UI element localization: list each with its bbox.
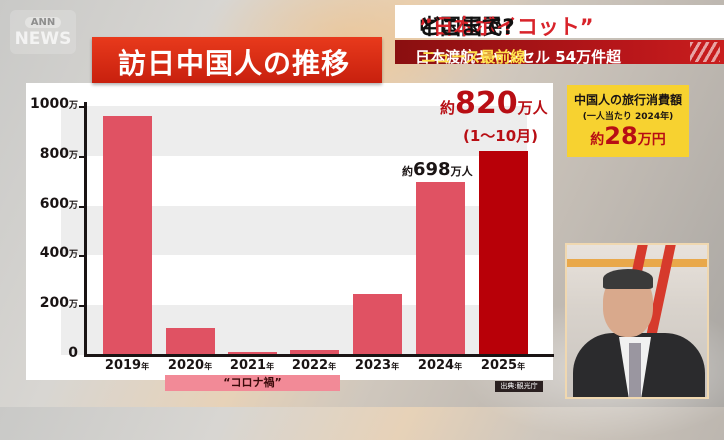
- bar-2022: [290, 350, 339, 355]
- commentator-tie: [629, 343, 641, 397]
- program-name: ニュース最前線: [421, 48, 526, 66]
- corona-period-label: “コロナ禍”: [165, 375, 340, 391]
- headline-prefix: 中国国民: [419, 15, 503, 39]
- y-tick: [79, 206, 87, 208]
- x-label: 2019年: [104, 358, 150, 373]
- bar-2025: [479, 151, 528, 355]
- y-tick-label: 0: [68, 345, 78, 361]
- y-tick: [79, 255, 87, 257]
- bar-2024: [416, 182, 465, 355]
- logo-news: NEWS: [14, 29, 72, 49]
- y-tick-label: 600万: [39, 196, 78, 212]
- ann-news-logo: ANN NEWS: [10, 10, 76, 54]
- annotation-2024: 約698万人: [402, 159, 473, 180]
- y-tick: [79, 305, 87, 307]
- info-box-spending: 中国人の旅行消費額 (一人当たり 2024年) 約28万円: [567, 85, 689, 157]
- subline-banner: 日本渡航キャンセル 54万件超 ニュース最前線: [395, 40, 724, 66]
- x-label: 2024年: [417, 358, 463, 373]
- headline-banner: 中国国民 ”日本ボイコット” どこまで?: [395, 5, 724, 39]
- source-label: 出典:観光庁: [495, 381, 543, 392]
- x-label: 2023年: [354, 358, 400, 373]
- x-label: 2022年: [291, 358, 337, 373]
- headline-suffix: どこまで?: [419, 15, 515, 39]
- y-tick-label: 800万: [39, 146, 78, 162]
- annotation-2025: 約820万人: [440, 86, 548, 121]
- y-tick-label: 400万: [39, 245, 78, 261]
- commentator-hair: [603, 269, 653, 289]
- x-label: 2025年: [480, 358, 526, 373]
- subline-main: 日本渡航キャンセル 54万件超: [415, 48, 622, 66]
- decorative-stripes: [690, 42, 720, 62]
- y-tick: [79, 156, 87, 158]
- commentator-video-inset: [565, 243, 709, 399]
- y-tick-label: 1000万: [30, 96, 78, 112]
- bar-2020: [166, 328, 215, 355]
- headline-highlight: ”日本ボイコット”: [419, 15, 594, 39]
- y-tick: [79, 106, 87, 108]
- x-axis-line: [84, 354, 554, 357]
- bar-2023: [353, 294, 402, 355]
- chart-title: 訪日中国人の推移: [118, 47, 351, 80]
- annotation-2025-period: (1〜10月): [463, 127, 539, 145]
- y-tick-label: 200万: [39, 295, 78, 311]
- logo-ann: ANN: [24, 17, 62, 28]
- info-subtitle: (一人当たり 2024年): [582, 112, 674, 122]
- x-label: 2020年: [167, 358, 213, 373]
- bar-2021: [228, 352, 277, 355]
- info-value: 約28万円: [590, 122, 666, 150]
- x-label: 2021年: [229, 358, 275, 373]
- chart-title-bar: 訪日中国人の推移: [92, 37, 382, 83]
- y-axis-line: [84, 102, 87, 357]
- bar-2019: [103, 116, 152, 355]
- info-title: 中国人の旅行消費額: [573, 93, 682, 107]
